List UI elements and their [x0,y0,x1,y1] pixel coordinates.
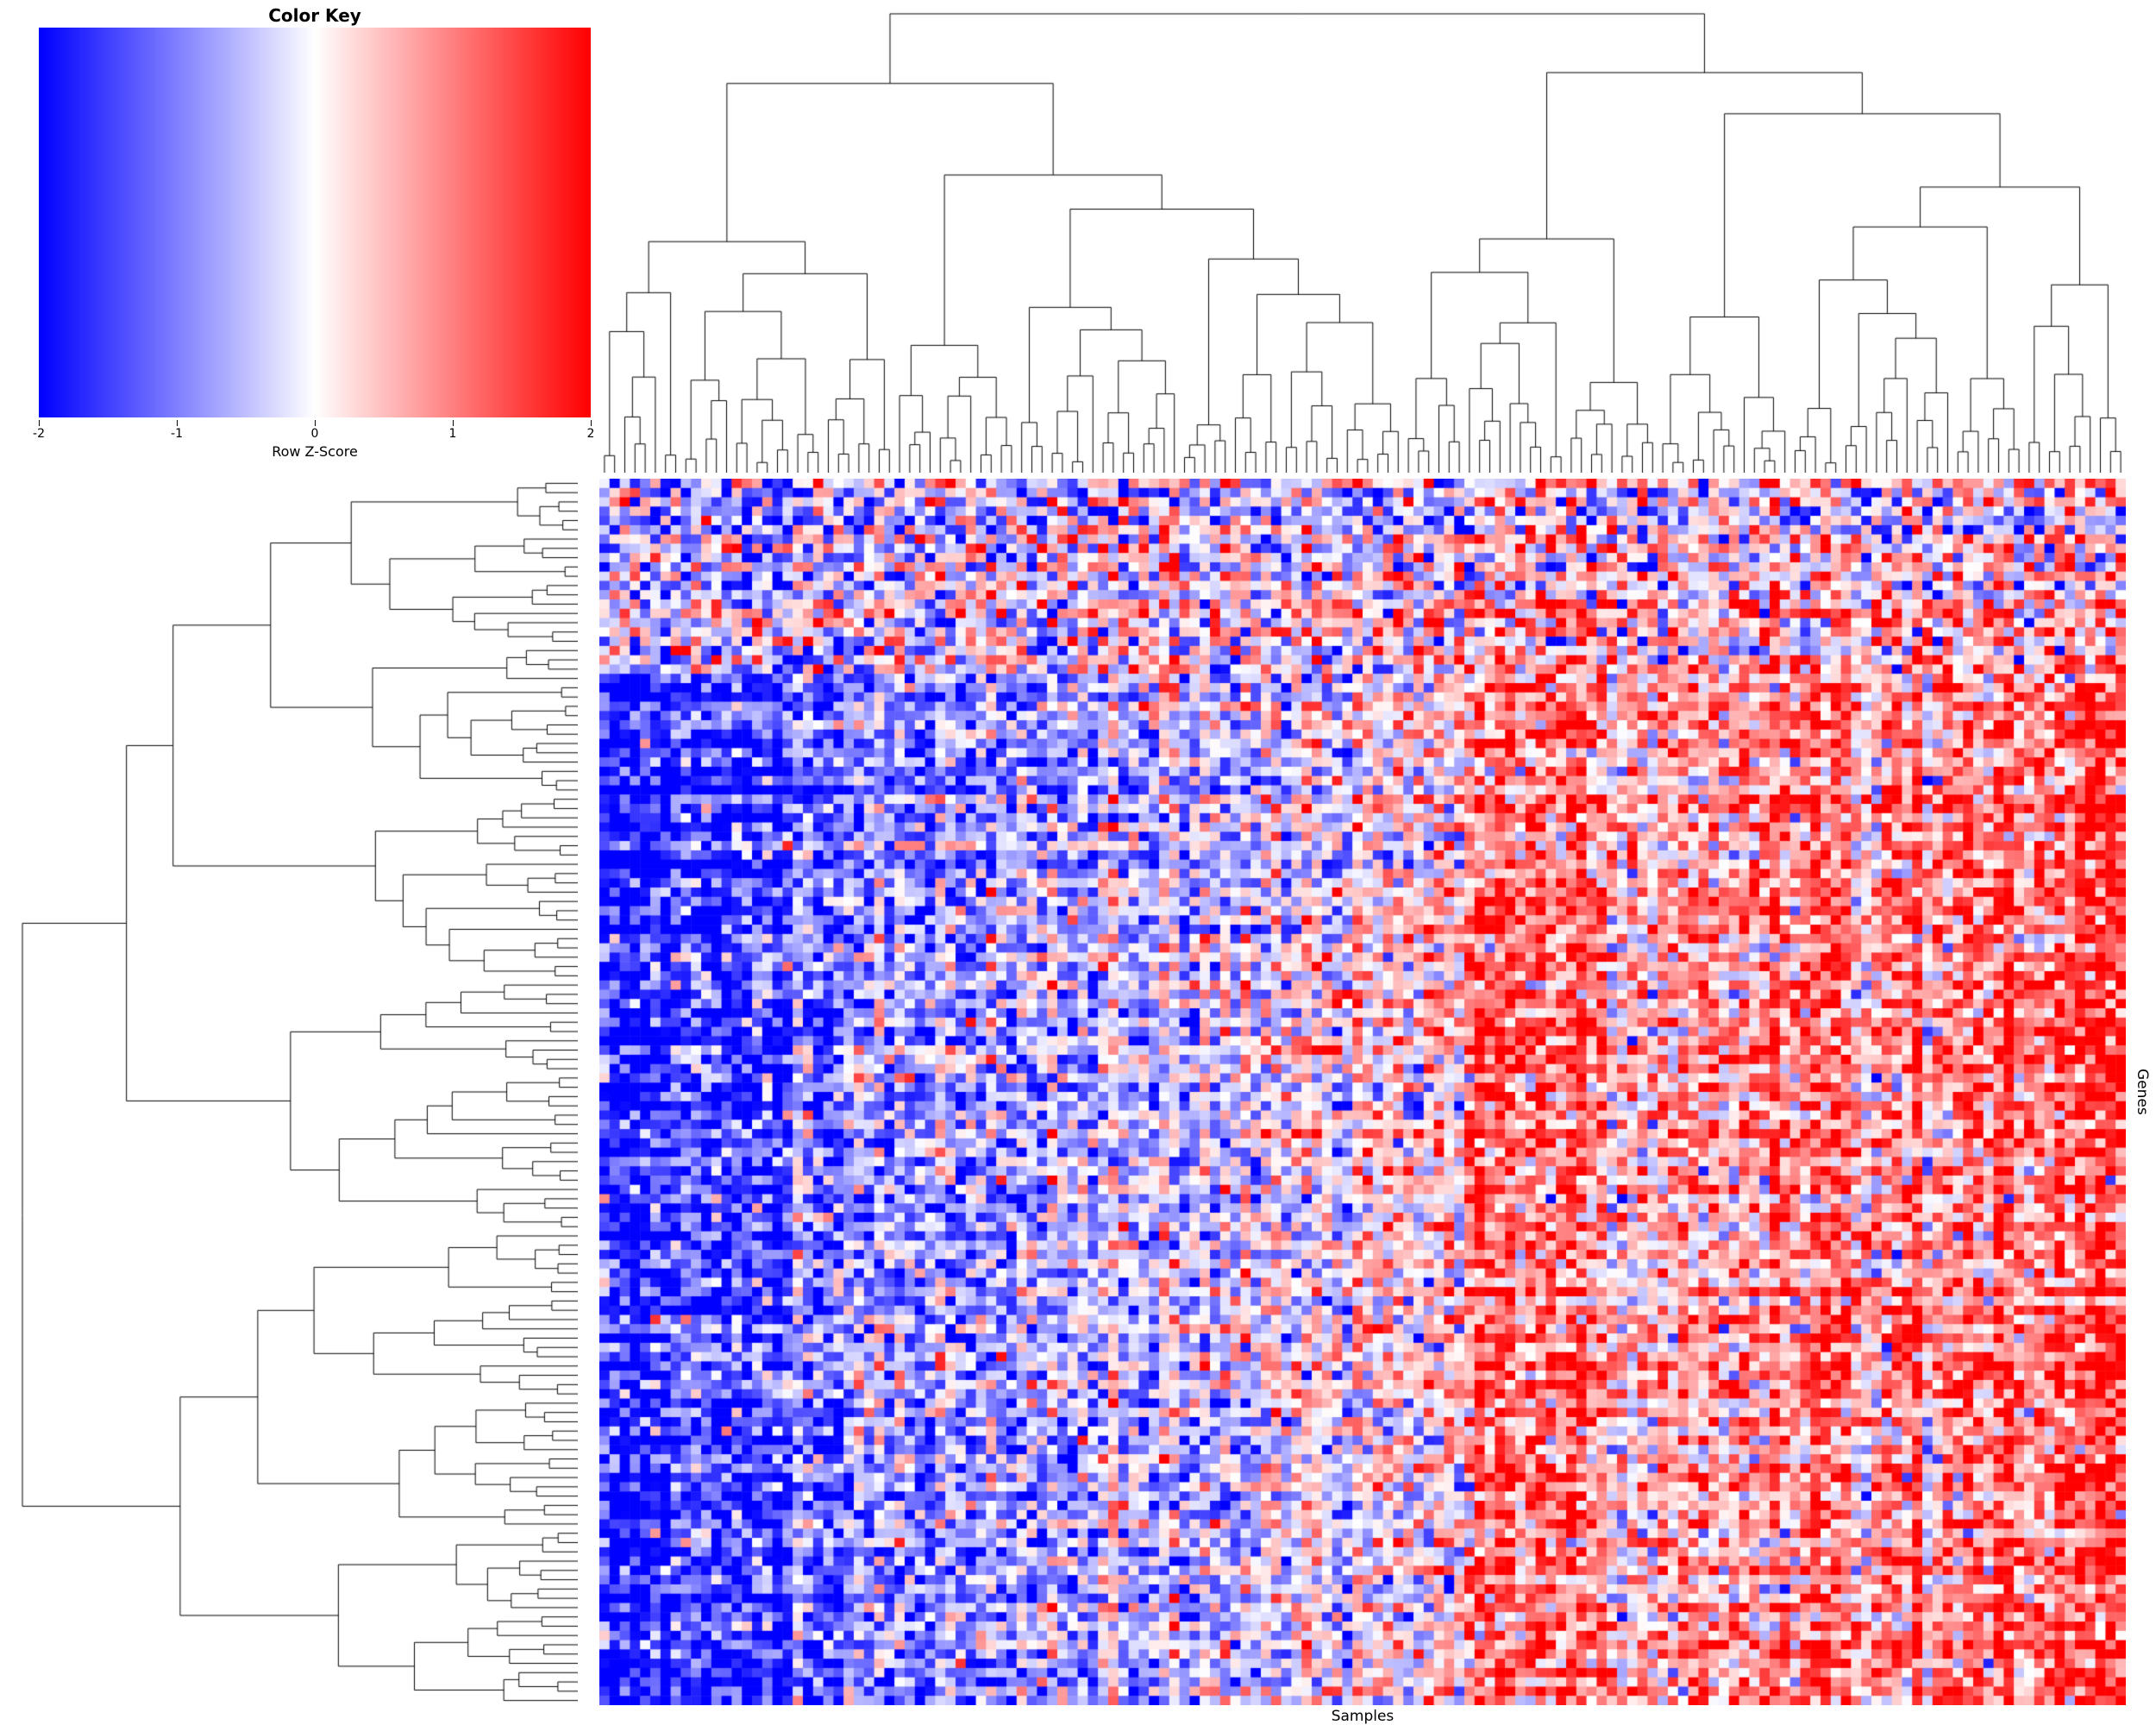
column-dendrogram [599,9,2126,473]
y-axis-label: Genes [2134,1069,2151,1115]
color-key-tick [453,420,454,426]
color-key-tick-label: 0 [310,427,319,441]
color-key-tick-label: 2 [586,427,595,441]
color-key-tick-label: -1 [171,427,183,441]
x-axis-label: Samples [1331,1708,1395,1725]
color-key-tick-label: -2 [33,427,45,441]
color-key-axis-label: Row Z-Score [272,443,358,460]
color-key-tick [177,420,178,426]
heatmap-matrix [599,479,2126,1705]
row-dendrogram [17,479,578,1705]
color-key-tick-label: 1 [448,427,457,441]
color-key-axis: -2 -1 0 1 2 [33,420,594,449]
color-key-tick [591,420,592,426]
color-key-tick [39,420,40,426]
color-key-tick [315,420,316,426]
color-key-title: Color Key [268,5,361,26]
color-key-gradient [39,28,591,417]
